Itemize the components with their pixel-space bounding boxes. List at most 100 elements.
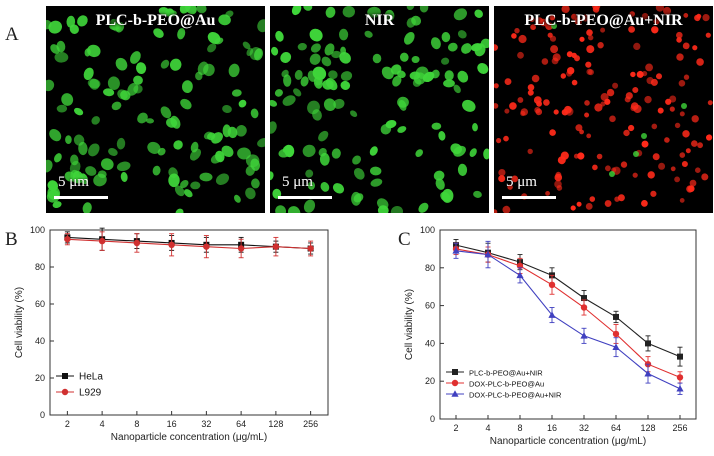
nucleus bbox=[235, 125, 247, 137]
data-point bbox=[676, 374, 684, 381]
nucleus bbox=[116, 161, 131, 172]
x-tick-label: 64 bbox=[236, 419, 246, 429]
nucleus bbox=[54, 153, 62, 163]
scale-bar-1 bbox=[54, 196, 108, 199]
nucleus bbox=[91, 116, 100, 125]
nucleus bbox=[340, 46, 347, 55]
nucleus bbox=[340, 80, 351, 90]
nucleus bbox=[390, 206, 404, 213]
nucleus bbox=[61, 93, 74, 106]
data-point bbox=[452, 246, 460, 254]
nucleus bbox=[173, 140, 183, 150]
nucleus bbox=[297, 42, 307, 51]
nucleus bbox=[331, 50, 342, 59]
nucleus bbox=[552, 53, 561, 62]
nucleus bbox=[586, 68, 593, 75]
plot-frame bbox=[49, 229, 329, 416]
nucleus bbox=[447, 42, 458, 52]
nucleus bbox=[645, 63, 654, 72]
nucleus bbox=[632, 172, 638, 178]
nucleus bbox=[503, 135, 509, 142]
micrograph-title-3: PLC-b-PEO@Au+NIR bbox=[524, 12, 683, 29]
nucleus bbox=[574, 55, 580, 62]
data-point bbox=[612, 343, 620, 350]
nucleus bbox=[342, 6, 355, 18]
nucleus bbox=[214, 37, 224, 45]
x-tick-label: 256 bbox=[672, 423, 687, 433]
nucleus bbox=[653, 18, 660, 25]
nucleus bbox=[498, 169, 506, 177]
nucleus bbox=[250, 108, 259, 119]
nucleus bbox=[309, 53, 321, 65]
nucleus bbox=[625, 92, 633, 100]
data-point bbox=[168, 241, 175, 248]
nucleus bbox=[633, 42, 641, 50]
nucleus bbox=[419, 6, 429, 13]
series-line-1 bbox=[455, 248, 681, 378]
nucleus bbox=[630, 71, 636, 78]
x-tick-label: 2 bbox=[453, 423, 458, 433]
data-point bbox=[203, 243, 210, 250]
nucleus bbox=[577, 152, 585, 160]
nucleus bbox=[535, 108, 543, 116]
scale-bar-2 bbox=[278, 196, 332, 199]
micrograph-title-1: PLC-b-PEO@Au bbox=[95, 12, 216, 29]
chart-c: 0 20 40 60 80 100 2 4 8 16 32 64 128 256 Nanoparticle … bbox=[404, 225, 697, 447]
y-tick-label: 0 bbox=[40, 410, 45, 420]
nucleus bbox=[412, 78, 422, 87]
nucleus bbox=[403, 31, 415, 45]
nucleus bbox=[174, 185, 185, 197]
nucleus bbox=[52, 201, 62, 209]
legend-label: HeLa bbox=[79, 372, 103, 383]
cell-field-3 bbox=[494, 6, 713, 213]
panel-letter-a: A bbox=[5, 24, 19, 45]
nucleus bbox=[325, 6, 336, 18]
nucleus bbox=[422, 71, 435, 83]
nucleus bbox=[651, 26, 659, 34]
data-point bbox=[98, 237, 106, 245]
nucleus bbox=[545, 190, 550, 196]
nucleus bbox=[271, 46, 279, 56]
nucleus bbox=[166, 117, 178, 128]
nucleus bbox=[320, 182, 330, 192]
x-tick-label: 256 bbox=[303, 419, 318, 429]
nucleus bbox=[679, 111, 685, 117]
nucleus bbox=[83, 67, 94, 81]
nucleus bbox=[115, 22, 125, 33]
data-point bbox=[484, 250, 492, 258]
nucleus bbox=[461, 43, 472, 54]
nucleus-live bbox=[551, 23, 557, 29]
nucleus bbox=[592, 164, 598, 171]
nucleus bbox=[472, 123, 478, 132]
series-line-0 bbox=[455, 244, 681, 358]
nucleus bbox=[318, 147, 327, 157]
nucleus bbox=[411, 55, 420, 64]
nucleus bbox=[530, 24, 536, 31]
nucleus bbox=[571, 79, 578, 86]
nucleus bbox=[48, 20, 62, 34]
nucleus bbox=[574, 17, 582, 26]
x-tick-label: 32 bbox=[579, 423, 589, 433]
nucleus bbox=[561, 6, 570, 14]
x-tick-label: 16 bbox=[547, 423, 557, 433]
nucleus bbox=[116, 137, 126, 150]
nucleus bbox=[77, 15, 88, 27]
nucleus bbox=[682, 130, 690, 138]
x-tick-label: 4 bbox=[485, 423, 490, 433]
nucleus bbox=[641, 12, 649, 20]
nucleus bbox=[701, 173, 709, 181]
x-axis-label: Nanoparticle concentration (μg/mL) bbox=[490, 436, 646, 447]
nucleus bbox=[158, 7, 170, 16]
series-line-2 bbox=[455, 250, 681, 390]
nucleus bbox=[169, 58, 182, 71]
nucleus bbox=[328, 70, 338, 80]
nucleus bbox=[351, 191, 362, 206]
nucleus bbox=[652, 153, 660, 161]
nucleus bbox=[498, 175, 506, 183]
nucleus bbox=[409, 71, 421, 80]
nucleus bbox=[597, 42, 604, 49]
nucleus bbox=[46, 20, 52, 30]
nucleus bbox=[300, 76, 309, 87]
x-axis-label: Nanoparticle concentration (μg/mL) bbox=[111, 432, 267, 443]
nucleus bbox=[504, 108, 510, 114]
